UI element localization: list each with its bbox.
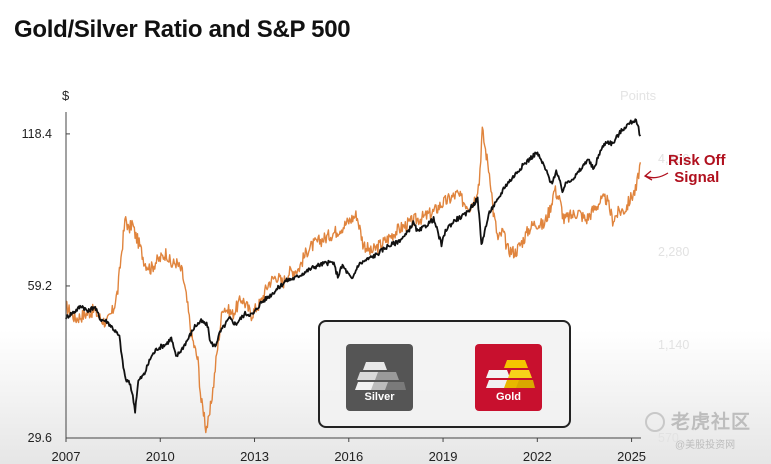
left-tick-label: 59.2 [28,279,52,293]
gold-silver-ratio-line [65,126,642,434]
legend-silver-label: Silver [364,391,395,403]
sp500-line [65,118,642,414]
axes [65,112,641,442]
watermark-sub: @美股投资网 [675,440,736,451]
chart-title: Gold/Silver Ratio and S&P 500 [14,16,351,43]
signal-line1: Risk Off [668,152,726,169]
risk-off-signal-annotation: Risk Off Signal [668,152,726,186]
right-tick-label: 1,140 [658,338,689,352]
x-tick-label: 2007 [52,449,81,464]
tiger-logo-icon [645,412,665,432]
signal-arrow-head [643,170,653,181]
x-tick-label: 2022 [523,449,552,464]
x-tick-label: 2016 [334,449,363,464]
x-tick-label: 2019 [429,449,458,464]
left-tick-label: 29.6 [28,431,52,445]
right-tick-label: 4,560 [658,152,689,166]
tick-labels: $ Points 29.6 59.2 118.4 570 1,140 2,280 4,560 20… [22,88,690,464]
gold-bars-icon [486,360,535,388]
signal-line2: Signal [674,169,720,186]
right-tick-label: 570 [658,431,679,445]
legend: Silver Gold [318,320,571,428]
series-lines [65,118,642,434]
watermark: 老虎社区 @美股投资网 [645,407,751,451]
legend-gold-label: Gold [495,391,522,403]
x-tick-label: 2010 [146,449,175,464]
left-tick-label: 118.4 [22,127,52,141]
signal-arrow-curve [645,172,669,179]
legend-silver: Silver [346,344,413,411]
x-tick-label: 2025 [617,449,646,464]
legend-gold: Gold [475,344,542,411]
silver-bars-icon [355,362,406,390]
watermark-main: 老虎社区 [671,412,752,433]
left-axis-unit: $ [62,88,70,103]
right-tick-label: 2,280 [658,245,689,259]
x-tick-label: 2013 [240,449,269,464]
signal-arrow [643,170,669,181]
right-axis-unit: Points [620,88,657,103]
